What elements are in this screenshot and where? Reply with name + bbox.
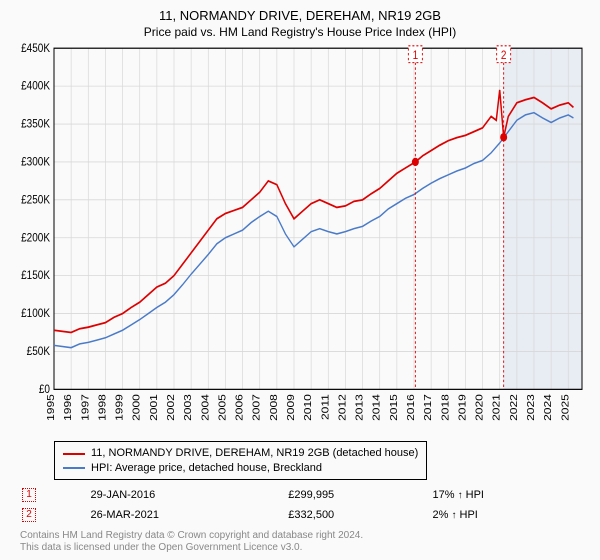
svg-text:2000: 2000: [132, 394, 143, 421]
legend-swatch: [63, 453, 85, 455]
svg-text:2021: 2021: [492, 394, 503, 421]
svg-text:£450K: £450K: [21, 42, 50, 55]
svg-text:2015: 2015: [389, 394, 400, 421]
svg-text:2014: 2014: [372, 394, 383, 421]
svg-text:2004: 2004: [200, 394, 211, 421]
svg-text:£100K: £100K: [21, 307, 50, 320]
svg-text:2003: 2003: [183, 394, 194, 421]
svg-text:2001: 2001: [149, 394, 160, 421]
sale-date: 26-MAR-2021: [90, 506, 286, 524]
svg-text:2011: 2011: [320, 394, 331, 420]
svg-text:2006: 2006: [234, 394, 245, 421]
svg-text:2002: 2002: [166, 394, 177, 421]
svg-text:1995: 1995: [46, 394, 57, 421]
svg-text:2009: 2009: [286, 394, 297, 421]
legend-label: 11, NORMANDY DRIVE, DEREHAM, NR19 2GB (d…: [91, 446, 418, 460]
sale-price: £332,500: [288, 506, 430, 524]
svg-text:2: 2: [501, 49, 507, 62]
sale-marker-icon: 2: [22, 508, 36, 522]
svg-text:£50K: £50K: [27, 345, 51, 358]
sale-delta: 17% ↑ HPI: [432, 486, 588, 504]
legend: 11, NORMANDY DRIVE, DEREHAM, NR19 2GB (d…: [54, 441, 427, 480]
svg-text:1997: 1997: [80, 394, 91, 421]
svg-text:2013: 2013: [354, 394, 365, 421]
footer-attribution: Contains HM Land Registry data © Crown c…: [20, 530, 590, 554]
svg-text:2022: 2022: [509, 394, 520, 421]
svg-text:1998: 1998: [97, 394, 108, 421]
sale-delta: 2% ↑ HPI: [432, 506, 588, 524]
svg-text:2005: 2005: [217, 394, 228, 421]
svg-text:2010: 2010: [303, 394, 314, 421]
legend-swatch: [63, 467, 85, 469]
svg-text:2012: 2012: [337, 394, 348, 421]
legend-row: 11, NORMANDY DRIVE, DEREHAM, NR19 2GB (d…: [63, 446, 418, 460]
svg-text:2024: 2024: [543, 394, 554, 421]
svg-text:2020: 2020: [474, 394, 485, 421]
svg-text:2017: 2017: [423, 394, 434, 421]
footer-line1: Contains HM Land Registry data © Crown c…: [20, 530, 590, 542]
svg-text:2019: 2019: [457, 394, 468, 421]
legend-row: HPI: Average price, detached house, Brec…: [63, 461, 418, 475]
svg-text:2008: 2008: [269, 394, 280, 421]
svg-text:£200K: £200K: [21, 232, 50, 245]
sale-marker-icon: 1: [22, 488, 36, 502]
svg-text:2016: 2016: [406, 394, 417, 421]
svg-text:£300K: £300K: [21, 156, 50, 169]
svg-text:1996: 1996: [63, 394, 74, 421]
legend-label: HPI: Average price, detached house, Brec…: [91, 461, 322, 475]
price-chart: £0£50K£100K£150K£200K£250K£300K£350K£400…: [10, 41, 590, 437]
footer-line2: This data is licensed under the Open Gov…: [20, 542, 590, 554]
page-subtitle: Price paid vs. HM Land Registry's House …: [10, 25, 590, 39]
sale-date: 29-JAN-2016: [90, 486, 286, 504]
svg-text:2025: 2025: [560, 394, 571, 421]
svg-text:1999: 1999: [114, 394, 125, 421]
page-title: 11, NORMANDY DRIVE, DEREHAM, NR19 2GB: [10, 8, 590, 23]
svg-text:2023: 2023: [526, 394, 537, 421]
svg-text:1: 1: [413, 49, 419, 62]
table-row: 2 26-MAR-2021£332,5002% ↑ HPI: [22, 506, 588, 524]
sales-table: 1 29-JAN-2016£299,99517% ↑ HPI 2 26-MAR-202…: [20, 484, 590, 526]
svg-text:£250K: £250K: [21, 194, 50, 207]
svg-text:£400K: £400K: [21, 80, 50, 93]
svg-text:£150K: £150K: [21, 269, 50, 282]
svg-text:2007: 2007: [252, 394, 263, 421]
svg-text:£350K: £350K: [21, 118, 50, 131]
table-row: 1 29-JAN-2016£299,99517% ↑ HPI: [22, 486, 588, 504]
svg-text:2018: 2018: [440, 394, 451, 421]
sale-price: £299,995: [288, 486, 430, 504]
